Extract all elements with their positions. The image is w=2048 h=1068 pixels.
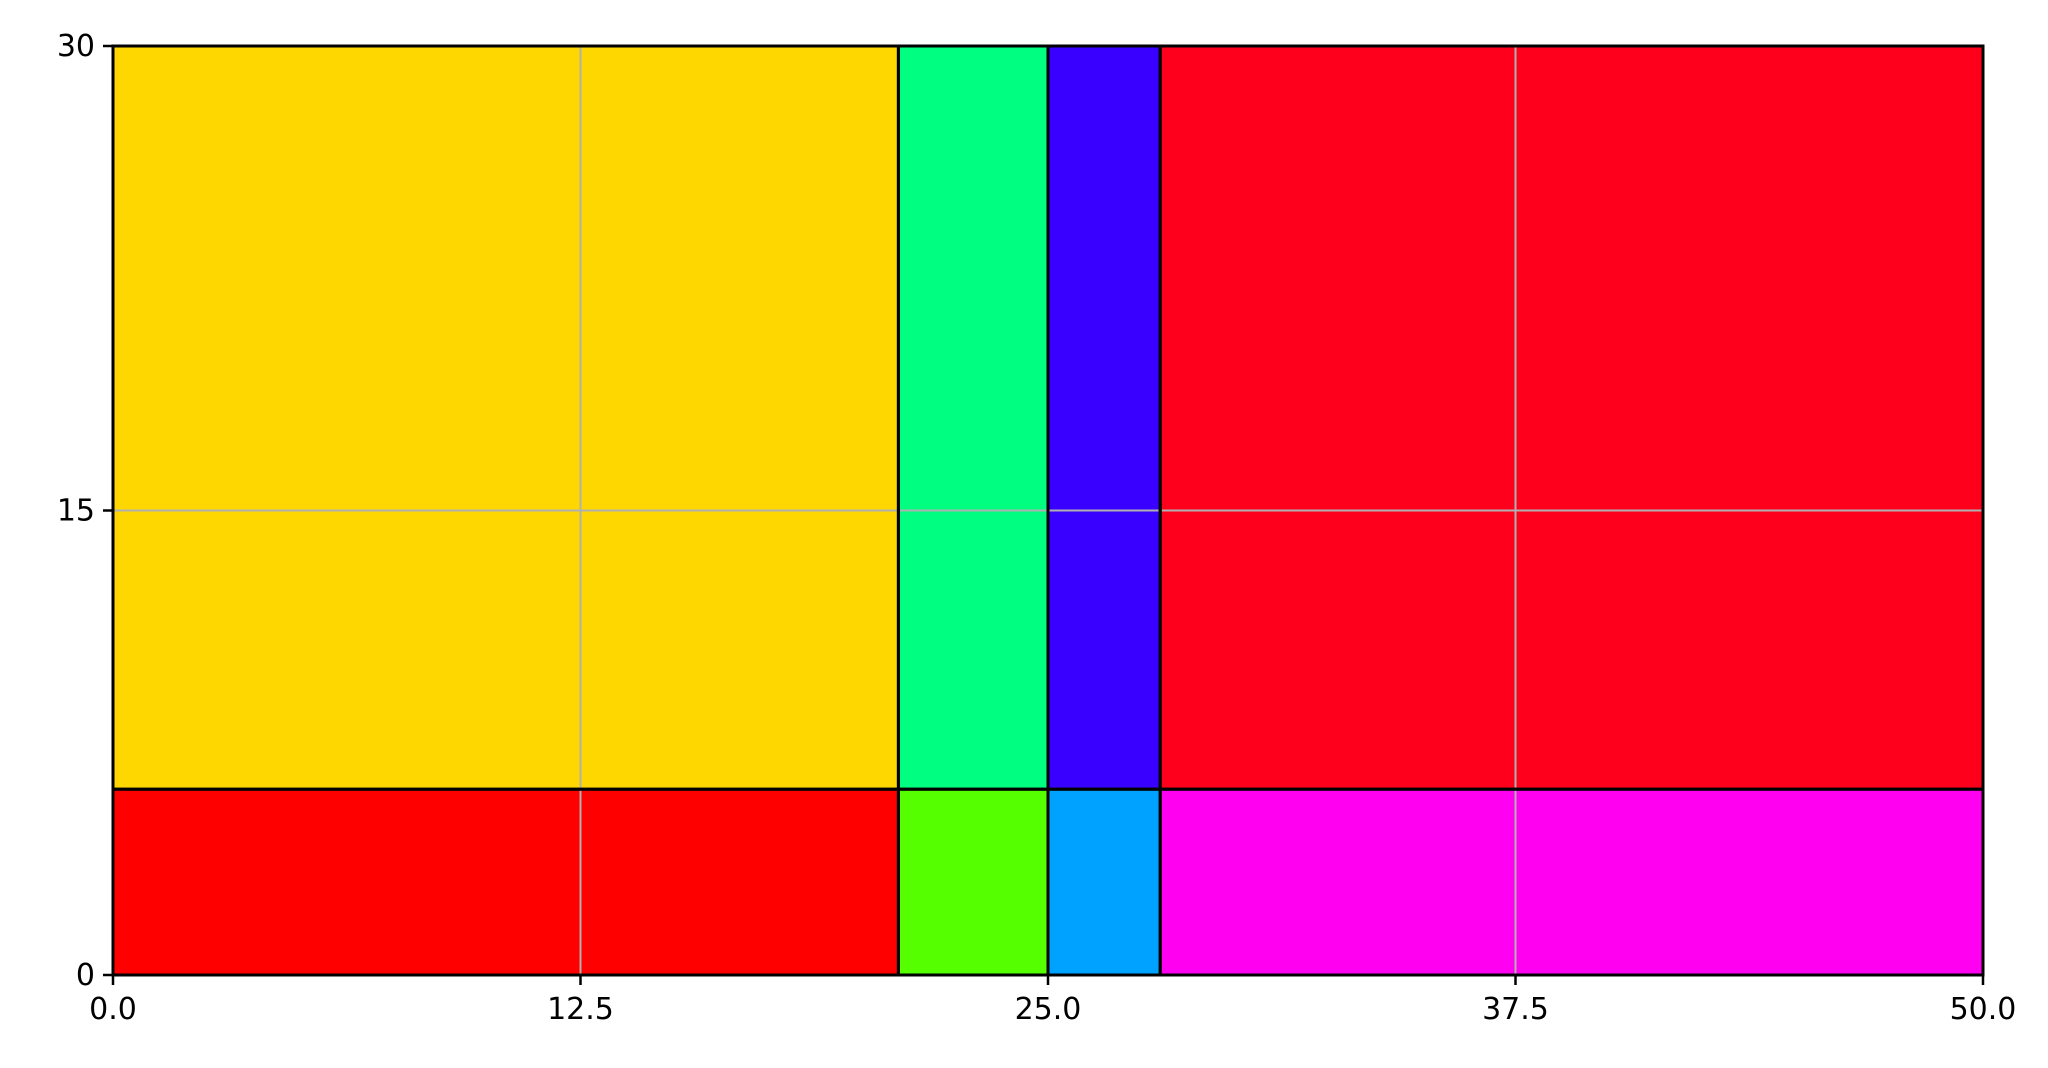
x-tick-label-4: 50.0 bbox=[1950, 992, 2017, 1027]
x-tick-label-1: 12.5 bbox=[547, 992, 614, 1027]
y-axis: 0 15 30 bbox=[57, 29, 113, 993]
treemap-rect-1 bbox=[113, 789, 899, 975]
treemap-rect-4 bbox=[1048, 46, 1161, 790]
treemap-rect-5 bbox=[1048, 789, 1161, 975]
x-tick-label-2: 25.0 bbox=[1015, 992, 1082, 1027]
treemap-rect-3 bbox=[898, 789, 1048, 975]
y-tick-label-0: 0 bbox=[76, 958, 95, 993]
treemap-rect-7 bbox=[1160, 789, 1983, 975]
treemap-rects bbox=[113, 46, 1983, 975]
y-tick-label-1: 15 bbox=[57, 494, 95, 529]
x-axis: 0.0 12.5 25.0 37.5 50.0 bbox=[89, 975, 2016, 1027]
treemap-rect-6 bbox=[1160, 46, 1983, 790]
x-tick-label-3: 37.5 bbox=[1482, 992, 1549, 1027]
x-tick-label-0: 0.0 bbox=[89, 992, 137, 1027]
y-tick-label-2: 30 bbox=[57, 29, 95, 64]
treemap-rect-2 bbox=[898, 46, 1048, 790]
treemap-rect-0 bbox=[113, 46, 899, 790]
